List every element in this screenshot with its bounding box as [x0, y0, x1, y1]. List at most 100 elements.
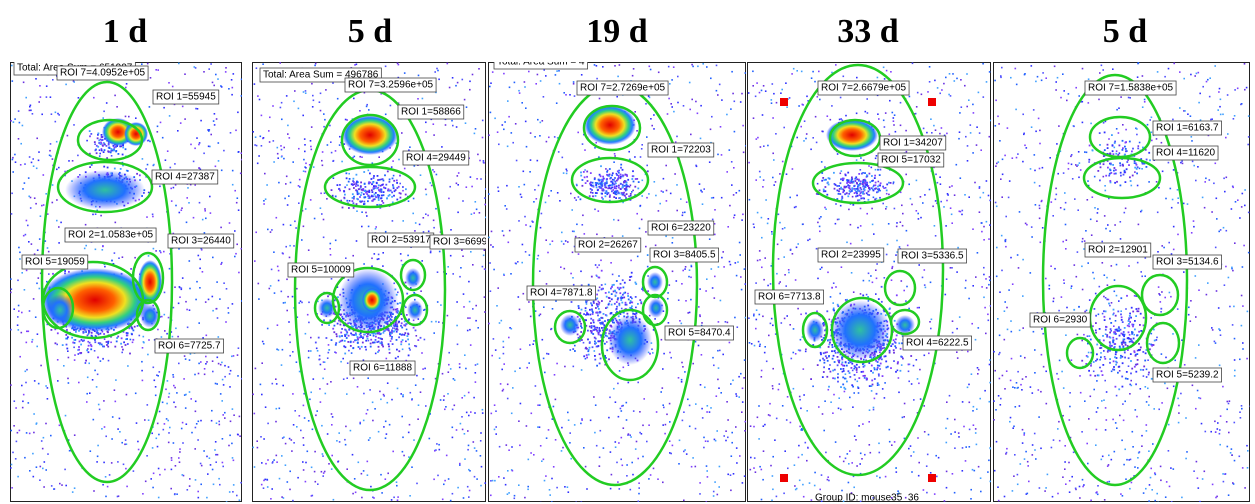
noise-dot [51, 184, 54, 186]
signal-dot [598, 185, 601, 188]
noise-dot [711, 287, 714, 289]
signal-dot [108, 147, 111, 149]
noise-dot [712, 196, 715, 199]
noise-dot [700, 354, 703, 356]
signal-dot [81, 340, 84, 342]
noise-dot [564, 365, 566, 368]
noise-dot [188, 391, 191, 393]
noise-dot [18, 121, 21, 124]
noise-dot [96, 209, 98, 212]
noise-dot [533, 340, 535, 342]
noise-dot [473, 475, 476, 478]
noise-dot [457, 486, 459, 489]
noise-dot [273, 292, 276, 294]
noise-dot [544, 201, 547, 204]
signal-dot [372, 187, 375, 189]
noise-dot [137, 440, 139, 443]
noise-dot [701, 407, 703, 410]
noise-dot [467, 391, 470, 394]
signal-dot [601, 185, 604, 187]
noise-dot [271, 382, 274, 385]
signal-dot [387, 343, 390, 346]
noise-dot [188, 309, 191, 311]
noise-dot [657, 478, 659, 480]
noise-dot [477, 153, 479, 156]
noise-dot [292, 499, 294, 502]
signal-dot [111, 259, 113, 262]
noise-dot [575, 501, 577, 502]
signal-dot [78, 348, 80, 351]
noise-dot [688, 275, 690, 278]
noise-dot [46, 398, 49, 400]
noise-dot [562, 172, 565, 174]
signal-dot [355, 185, 357, 187]
noise-dot [319, 401, 322, 403]
signal-dot [589, 313, 592, 316]
noise-dot [479, 159, 481, 162]
noise-dot [444, 408, 446, 411]
signal-dot [328, 349, 331, 351]
noise-dot [223, 282, 225, 284]
signal-dot [362, 336, 365, 339]
noise-dot [609, 300, 611, 303]
signal-dot [87, 344, 90, 347]
signal-dot [611, 174, 613, 177]
noise-dot [729, 474, 732, 476]
noise-dot [629, 488, 632, 491]
noise-dot [67, 377, 69, 380]
noise-dot [281, 437, 284, 439]
noise-dot [503, 363, 505, 365]
noise-dot [570, 457, 572, 460]
signal-dot [617, 171, 620, 174]
noise-dot [169, 166, 172, 169]
noise-dot [184, 407, 187, 409]
noise-dot [534, 385, 537, 387]
noise-dot [155, 250, 157, 252]
noise-dot [359, 421, 361, 424]
noise-dot [89, 392, 91, 394]
noise-dot [401, 450, 404, 453]
signal-dot [588, 325, 591, 328]
noise-dot [489, 111, 492, 114]
noise-dot [397, 355, 399, 358]
signal-dot [405, 314, 408, 316]
noise-dot [147, 353, 149, 356]
signal-dot [389, 189, 392, 192]
noise-dot [45, 85, 48, 87]
noise-dot [74, 354, 76, 356]
noise-dot [494, 479, 496, 482]
noise-dot [711, 218, 714, 221]
noise-dot [335, 352, 337, 354]
noise-dot [450, 229, 452, 231]
noise-dot [506, 383, 509, 386]
signal-dot [634, 185, 637, 188]
signal-dot [612, 192, 615, 194]
noise-dot [86, 334, 89, 337]
signal-dot [95, 144, 98, 147]
signal-dot [608, 168, 611, 170]
noise-dot [304, 166, 306, 168]
noise-dot [562, 243, 565, 245]
noise-dot [345, 257, 347, 259]
noise-dot [284, 442, 287, 445]
noise-dot [24, 233, 27, 236]
noise-dot [377, 258, 380, 260]
signal-dot [354, 332, 357, 335]
noise-dot [164, 159, 167, 161]
signal-dot [605, 180, 608, 183]
noise-dot [152, 472, 155, 475]
signal-dot [607, 192, 610, 194]
noise-dot [465, 367, 467, 370]
signal-dot [368, 182, 370, 185]
noise-dot [203, 232, 206, 234]
roi-ellipse [401, 293, 429, 327]
noise-dot [166, 380, 169, 382]
noise-dot [266, 486, 269, 488]
noise-dot [647, 95, 650, 97]
signal-dot [628, 195, 630, 198]
noise-dot [683, 499, 685, 502]
noise-dot [73, 124, 75, 126]
noise-dot [196, 108, 199, 110]
noise-dot [547, 429, 550, 431]
noise-dot [415, 335, 418, 337]
